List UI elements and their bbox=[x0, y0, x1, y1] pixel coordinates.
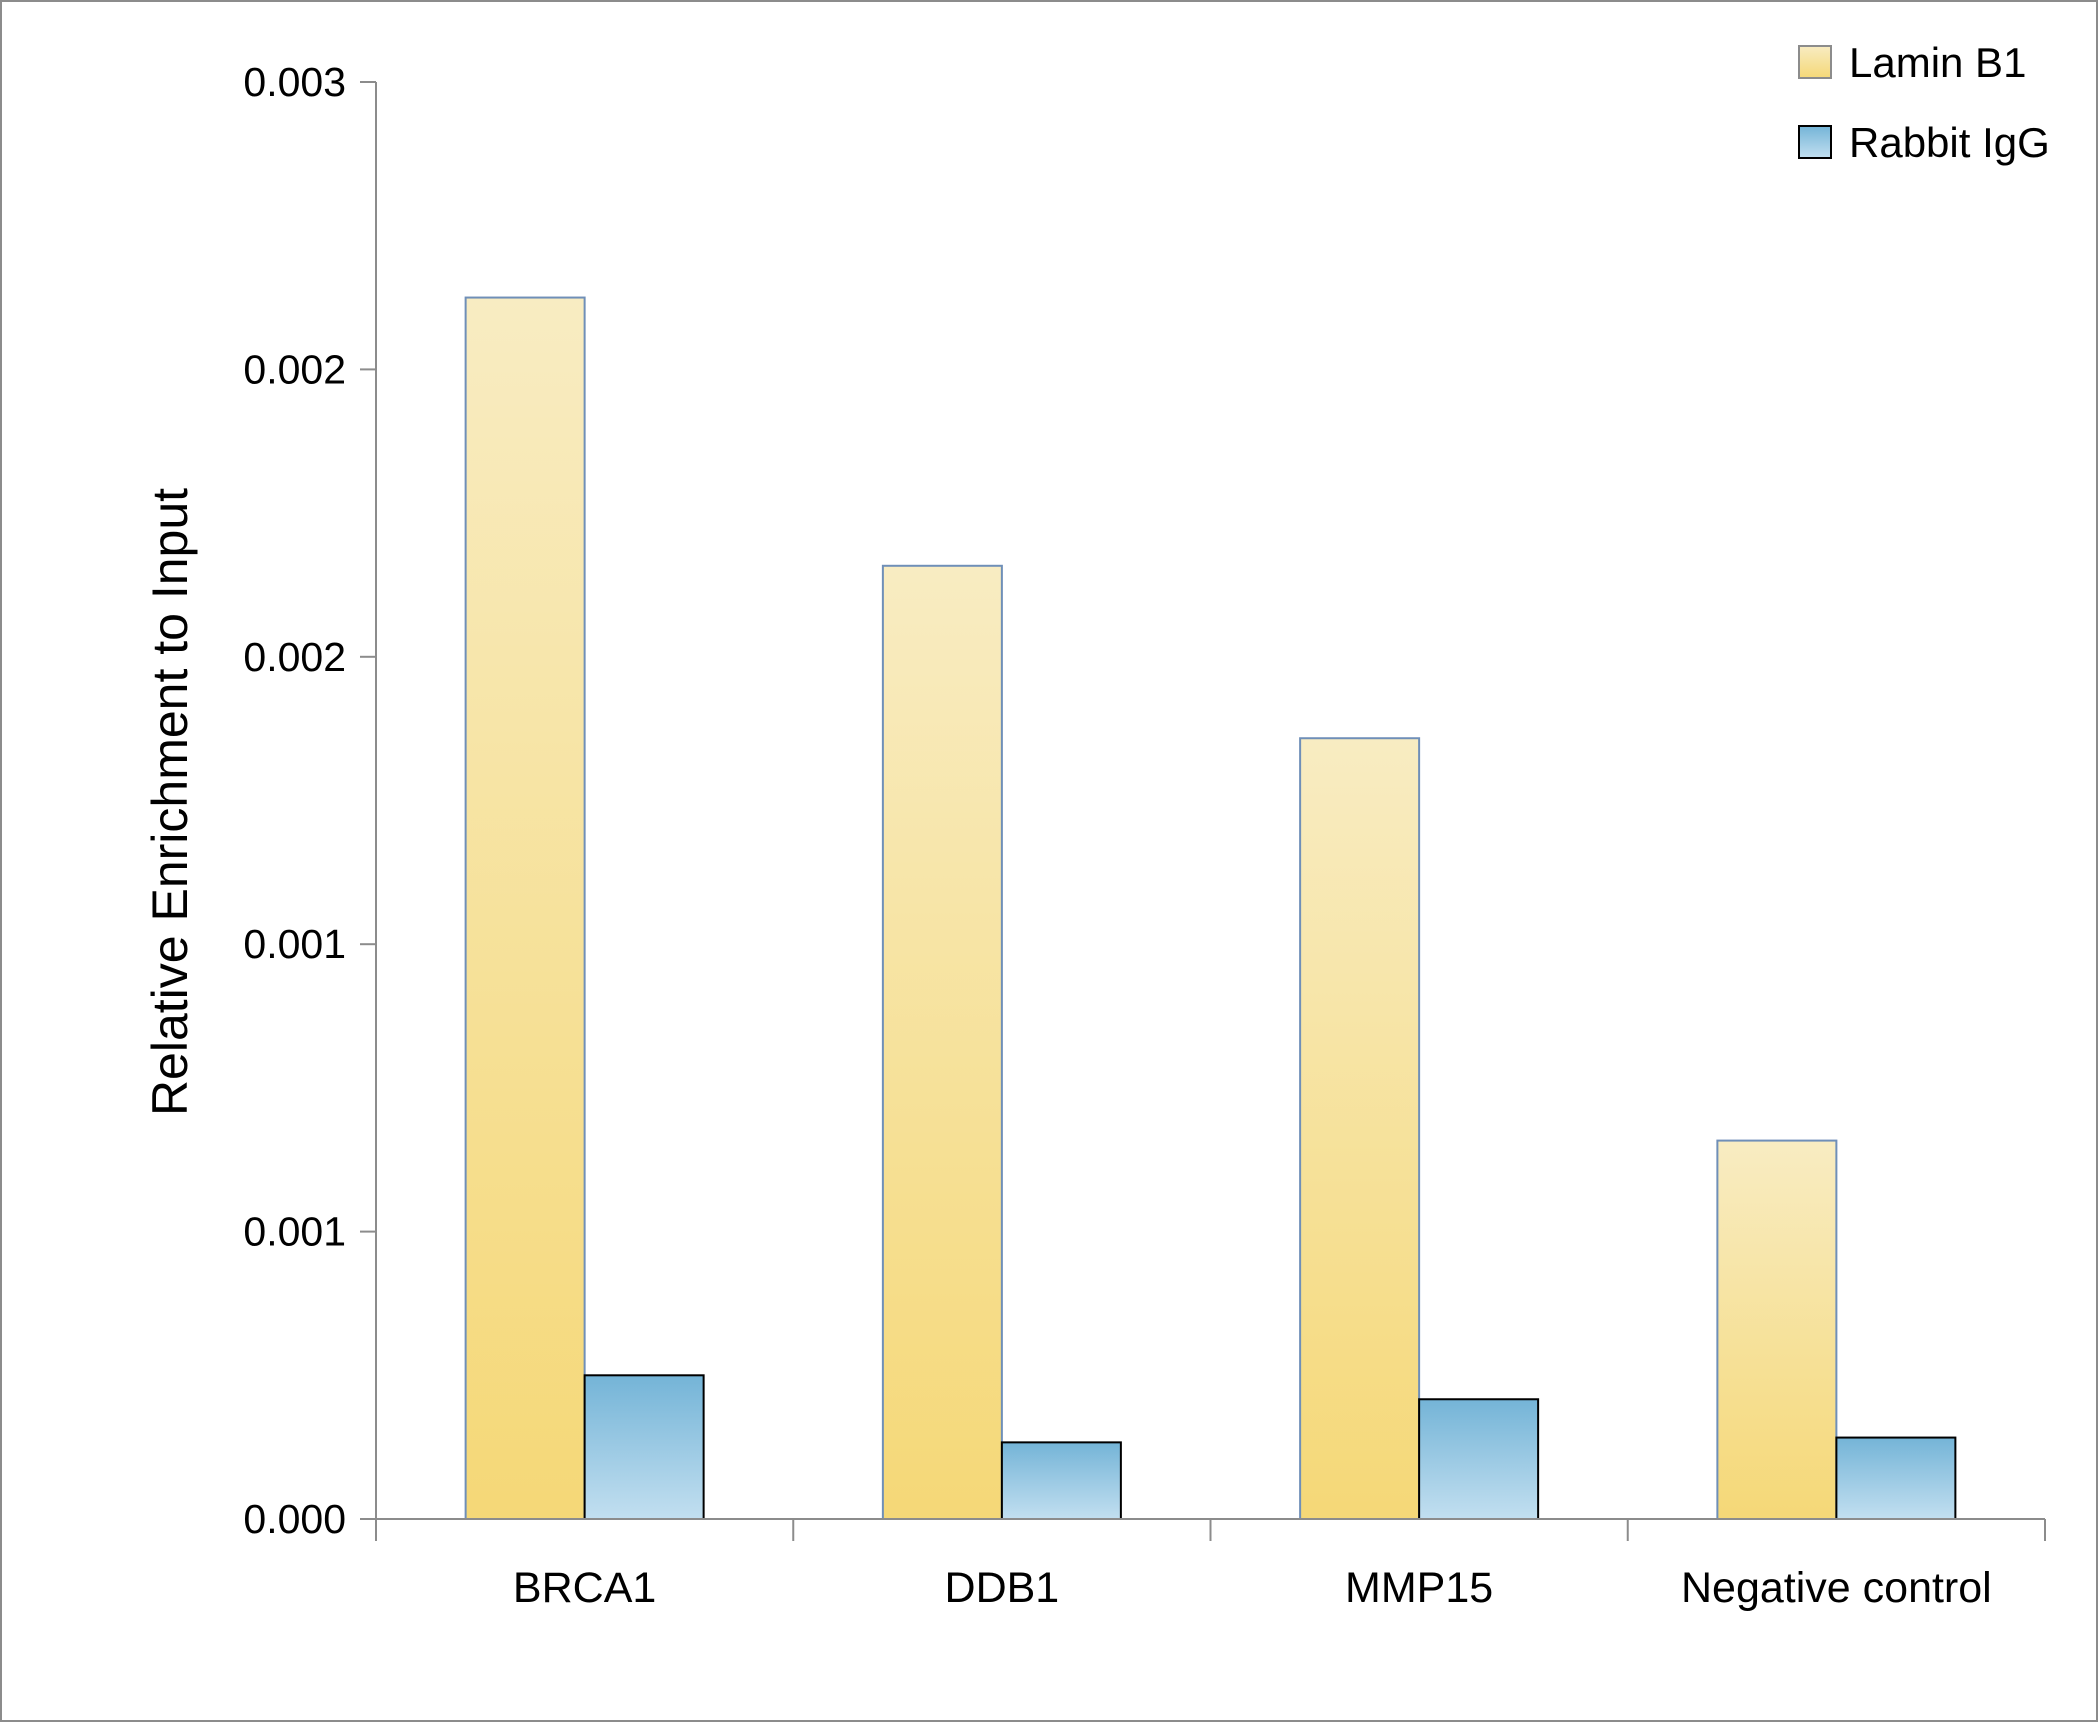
x-category-label: BRCA1 bbox=[513, 1564, 656, 1612]
bar-lamin-b1-ddb1 bbox=[881, 564, 1003, 1520]
bar-rabbit-igg-mmp15 bbox=[1418, 1398, 1540, 1520]
bars-layer bbox=[464, 296, 1957, 1521]
legend: Lamin B1 Rabbit IgG bbox=[1798, 39, 2050, 166]
y-tick-label: 0.000 bbox=[243, 1496, 346, 1542]
bar-lamin-b1-mmp15 bbox=[1299, 737, 1421, 1520]
legend-swatch-rabbit-igg bbox=[1798, 125, 1832, 159]
y-tick-label: 0.002 bbox=[243, 634, 346, 680]
bar-lamin-b1-brca1 bbox=[464, 296, 586, 1520]
bar-rabbit-igg-ddb1 bbox=[1000, 1441, 1122, 1520]
y-axis-title: Relative Enrichment to Input bbox=[142, 488, 198, 1116]
axes-layer bbox=[360, 81, 2046, 1541]
y-tick-label: 0.001 bbox=[243, 921, 346, 967]
legend-label-lamin-b1: Lamin B1 bbox=[1849, 39, 2026, 86]
labels-layer: 0.000 0.001 0.001 0.002 0.002 0.003 BRCA1 DDB1 M… bbox=[243, 59, 1991, 1612]
x-category-label: MMP15 bbox=[1345, 1564, 1493, 1612]
y-tick-label: 0.003 bbox=[243, 59, 346, 105]
x-category-label: DDB1 bbox=[945, 1564, 1060, 1612]
x-category-label: Negative control bbox=[1681, 1564, 1992, 1612]
y-tick-label: 0.001 bbox=[243, 1209, 346, 1255]
bar-lamin-b1-negative-control bbox=[1716, 1139, 1838, 1520]
bar-rabbit-igg-negative-control bbox=[1835, 1436, 1957, 1520]
bar-rabbit-igg-brca1 bbox=[583, 1374, 705, 1521]
y-tick-label: 0.002 bbox=[243, 346, 346, 392]
legend-label-rabbit-igg: Rabbit IgG bbox=[1849, 119, 2050, 166]
legend-swatch-lamin-b1 bbox=[1798, 45, 1832, 79]
